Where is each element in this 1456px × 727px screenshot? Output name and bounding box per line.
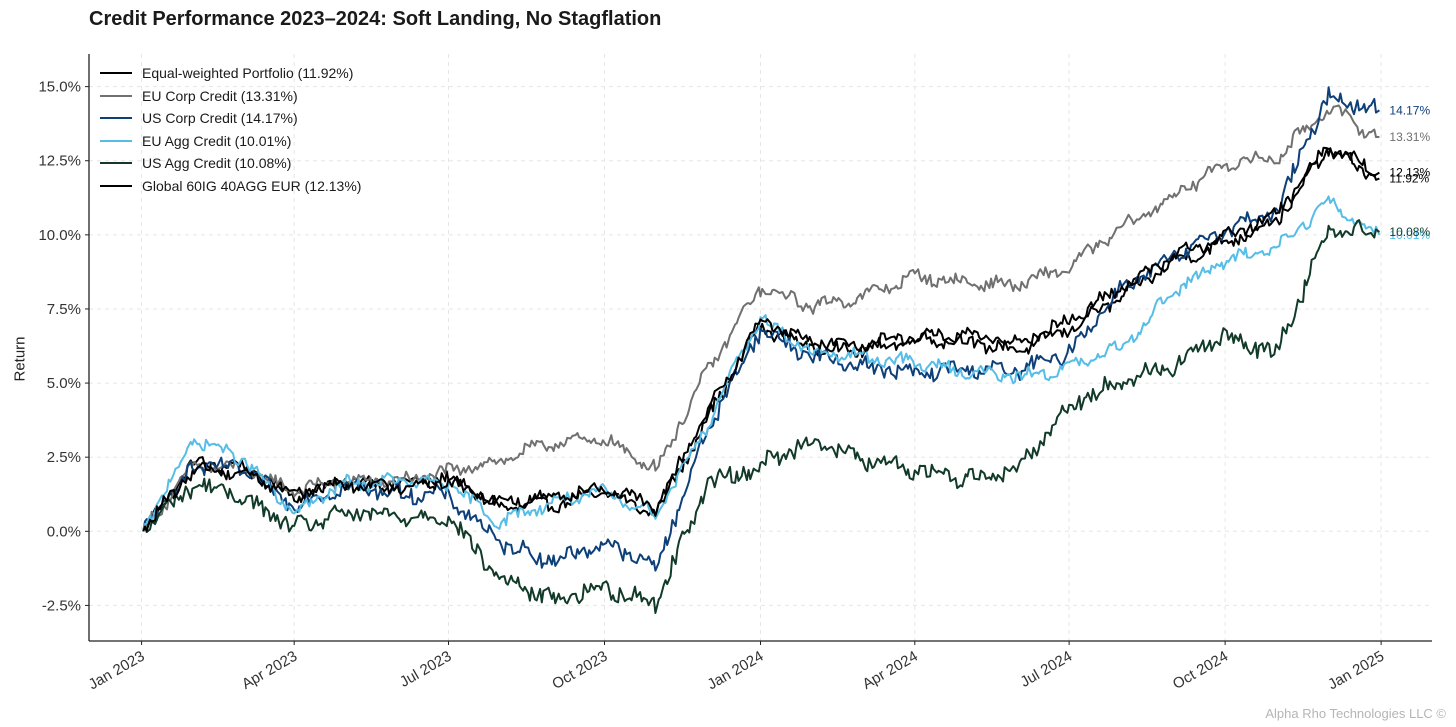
- end-label-5: 12.13%: [1389, 166, 1430, 180]
- legend-swatch: [100, 185, 132, 187]
- y-tick-label: -2.5%: [42, 597, 81, 614]
- legend-item-1: EU Corp Credit (13.31%): [100, 85, 361, 108]
- series-line-5: [143, 148, 1379, 532]
- y-tick-label: 7.5%: [47, 301, 81, 318]
- legend-label: US Corp Credit (14.17%): [142, 110, 298, 126]
- y-tick-label: 0.0%: [47, 523, 81, 540]
- legend-swatch: [100, 72, 132, 74]
- legend-label: Global 60IG 40AGG EUR (12.13%): [142, 178, 361, 194]
- legend-swatch: [100, 95, 132, 97]
- y-tick-label: 12.5%: [38, 153, 81, 170]
- legend-label: EU Agg Credit (10.01%): [142, 133, 291, 149]
- legend-swatch: [100, 140, 132, 142]
- watermark: Alpha Rho Technologies LLC ©: [1265, 706, 1446, 721]
- x-tick-label: Oct 2024: [1170, 648, 1231, 693]
- legend-item-0: Equal-weighted Portfolio (11.92%): [100, 62, 361, 85]
- legend-item-4: US Agg Credit (10.08%): [100, 152, 361, 175]
- x-tick-label: Oct 2023: [549, 648, 610, 693]
- x-tick-label: Apr 2023: [239, 648, 300, 693]
- legend-item-5: Global 60IG 40AGG EUR (12.13%): [100, 175, 361, 198]
- x-tick-label: Jan 2024: [705, 648, 767, 694]
- series-line-0: [143, 148, 1379, 531]
- legend-label: US Agg Credit (10.08%): [142, 155, 291, 171]
- end-label-2: 14.17%: [1389, 103, 1430, 117]
- y-tick-label: 5.0%: [47, 375, 81, 392]
- end-label-1: 13.31%: [1389, 130, 1430, 144]
- x-tick-label: Jan 2023: [86, 648, 148, 694]
- x-tick-label: Jul 2023: [397, 648, 455, 691]
- end-label-4: 10.08%: [1389, 225, 1430, 239]
- y-tick-label: 2.5%: [47, 449, 81, 466]
- y-tick-label: 15.0%: [38, 79, 81, 96]
- series-line-4: [143, 220, 1379, 613]
- y-tick-label: 10.0%: [38, 227, 81, 244]
- chart-title: Credit Performance 2023–2024: Soft Landi…: [89, 8, 661, 31]
- end-labels: 11.92%13.31%14.17%10.01%10.08%12.13%: [1389, 103, 1430, 242]
- legend-label: Equal-weighted Portfolio (11.92%): [142, 65, 353, 81]
- legend-item-2: US Corp Credit (14.17%): [100, 107, 361, 130]
- legend-swatch: [100, 162, 132, 164]
- y-axis-label: Return: [12, 346, 29, 382]
- legend: Equal-weighted Portfolio (11.92%) EU Corp…: [100, 62, 361, 197]
- legend-item-3: EU Agg Credit (10.01%): [100, 130, 361, 153]
- x-tick-label: Apr 2024: [860, 648, 921, 693]
- x-tick-label: Jan 2025: [1325, 648, 1387, 694]
- legend-label: EU Corp Credit (13.31%): [142, 88, 298, 104]
- x-tick-label: Jul 2024: [1017, 648, 1075, 691]
- legend-swatch: [100, 117, 132, 119]
